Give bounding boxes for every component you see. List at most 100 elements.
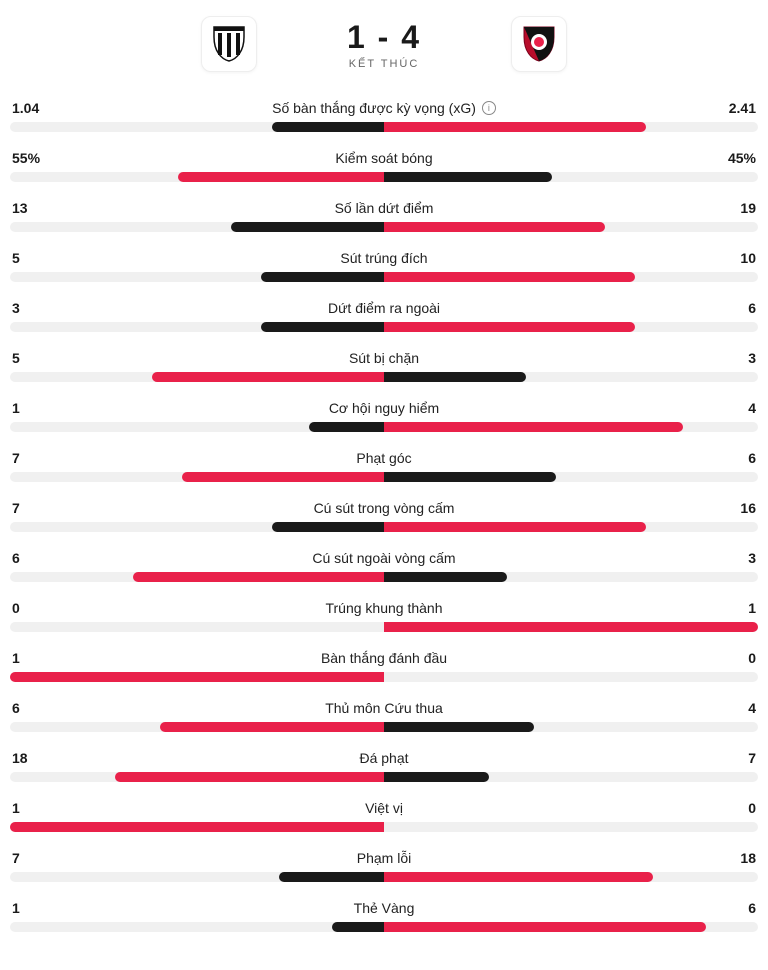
stat-name: Đá phạt	[359, 750, 408, 766]
stat-bar	[10, 422, 758, 432]
stat-bar-right-fill	[384, 422, 683, 432]
stat-row: 1.04Số bàn thắng được kỳ vọng (xG)i2.41	[10, 100, 758, 132]
stat-bar-right	[384, 272, 758, 282]
stat-name-text: Dứt điểm ra ngoài	[328, 300, 440, 316]
stat-bar-left-fill	[332, 922, 384, 932]
match-status: KẾT THÚC	[347, 58, 421, 70]
stat-name: Sút bị chặn	[349, 350, 419, 366]
stat-bar	[10, 472, 758, 482]
stat-bar-left-fill	[272, 122, 384, 132]
stat-bar-right	[384, 672, 758, 682]
stat-home-value: 1	[12, 800, 52, 816]
stat-home-value: 7	[12, 850, 52, 866]
stat-bar-right-fill	[384, 372, 526, 382]
stat-bar-right	[384, 572, 758, 582]
away-team-logo[interactable]	[511, 16, 567, 72]
stat-away-value: 4	[716, 400, 756, 416]
stat-bar-right	[384, 172, 758, 182]
stat-bar	[10, 622, 758, 632]
stat-name: Sút trúng đích	[340, 250, 427, 266]
stat-bar	[10, 372, 758, 382]
stat-bar-left	[10, 822, 384, 832]
stat-row: 3Dứt điểm ra ngoài6	[10, 300, 758, 332]
stat-name-text: Trúng khung thành	[325, 600, 442, 616]
stat-name: Số lần dứt điểm	[335, 200, 434, 216]
stat-bar	[10, 922, 758, 932]
stat-name-text: Cú sút trong vòng cấm	[314, 500, 455, 516]
info-icon[interactable]: i	[482, 101, 496, 115]
stat-bar	[10, 572, 758, 582]
stat-name-text: Số bàn thắng được kỳ vọng (xG)	[272, 100, 476, 116]
away-score: 4	[401, 19, 421, 55]
stat-label-row: 1Cơ hội nguy hiểm4	[10, 400, 758, 416]
stat-row: 7Cú sút trong vòng cấm16	[10, 500, 758, 532]
stat-away-value: 6	[716, 300, 756, 316]
stat-home-value: 1	[12, 900, 52, 916]
stat-name: Dứt điểm ra ngoài	[328, 300, 440, 316]
away-crest-icon	[518, 23, 560, 65]
stat-row: 5Sút trúng đích10	[10, 250, 758, 282]
stat-bar-left-fill	[10, 822, 384, 832]
stat-label-row: 1Thẻ Vàng6	[10, 900, 758, 916]
home-crest-icon	[208, 23, 250, 65]
score-block: 1 - 4 KẾT THÚC	[347, 19, 421, 70]
stat-bar-left-fill	[182, 472, 384, 482]
stat-bar-right-fill	[384, 522, 646, 532]
stat-bar-right	[384, 122, 758, 132]
stat-away-value: 45%	[716, 150, 756, 166]
stat-bar-left	[10, 122, 384, 132]
stat-label-row: 1Bàn thắng đánh đầu0	[10, 650, 758, 666]
stat-bar-right-fill	[384, 622, 758, 632]
stat-name-text: Cú sút ngoài vòng cấm	[312, 550, 455, 566]
stat-bar-left	[10, 572, 384, 582]
home-team-logo[interactable]	[201, 16, 257, 72]
stat-away-value: 6	[716, 450, 756, 466]
stat-bar-left-fill	[261, 322, 384, 332]
stat-row: 5Sút bị chặn3	[10, 350, 758, 382]
stat-row: 13Số lần dứt điểm19	[10, 200, 758, 232]
stat-home-value: 18	[12, 750, 52, 766]
stat-bar-right	[384, 922, 758, 932]
stat-bar-left	[10, 372, 384, 382]
stat-home-value: 5	[12, 350, 52, 366]
stat-bar-left-fill	[261, 272, 384, 282]
stat-row: 6Cú sút ngoài vòng cấm3	[10, 550, 758, 582]
stat-bar	[10, 772, 758, 782]
stat-bar-right-fill	[384, 722, 534, 732]
stat-bar	[10, 672, 758, 682]
stat-bar-left	[10, 722, 384, 732]
stat-away-value: 3	[716, 550, 756, 566]
stat-bar-right	[384, 422, 758, 432]
stat-row: 1Việt vị0	[10, 800, 758, 832]
stat-name: Việt vị	[365, 800, 403, 816]
stat-name: Thủ môn Cứu thua	[325, 700, 443, 716]
match-stats-container: 1 - 4 KẾT THÚC 1.04Số bàn thắng được kỳ …	[0, 0, 768, 970]
stat-bar-left-fill	[133, 572, 384, 582]
stat-name-text: Đá phạt	[359, 750, 408, 766]
stat-bar	[10, 222, 758, 232]
stat-bar-right	[384, 522, 758, 532]
stat-name-text: Cơ hội nguy hiểm	[329, 400, 439, 416]
stat-name: Phạm lỗi	[357, 850, 411, 866]
stat-label-row: 6Cú sút ngoài vòng cấm3	[10, 550, 758, 566]
stat-row: 1Cơ hội nguy hiểm4	[10, 400, 758, 432]
stat-home-value: 6	[12, 700, 52, 716]
stat-name: Cú sút trong vòng cấm	[314, 500, 455, 516]
stat-bar-right	[384, 622, 758, 632]
stat-bar-right-fill	[384, 322, 635, 332]
stat-name-text: Số lần dứt điểm	[335, 200, 434, 216]
stat-bar-left-fill	[231, 222, 384, 232]
stat-home-value: 1	[12, 650, 52, 666]
stat-label-row: 6Thủ môn Cứu thua4	[10, 700, 758, 716]
stat-row: 18Đá phạt7	[10, 750, 758, 782]
stat-bar	[10, 522, 758, 532]
stat-label-row: 5Sút trúng đích10	[10, 250, 758, 266]
stat-away-value: 16	[716, 500, 756, 516]
stat-bar-left-fill	[178, 172, 384, 182]
stat-bar-right-fill	[384, 572, 507, 582]
stat-bar-left	[10, 922, 384, 932]
stat-bar-left-fill	[10, 672, 384, 682]
stat-bar-left	[10, 222, 384, 232]
stats-list: 1.04Số bàn thắng được kỳ vọng (xG)i2.415…	[10, 100, 758, 932]
stat-bar-right-fill	[384, 472, 556, 482]
